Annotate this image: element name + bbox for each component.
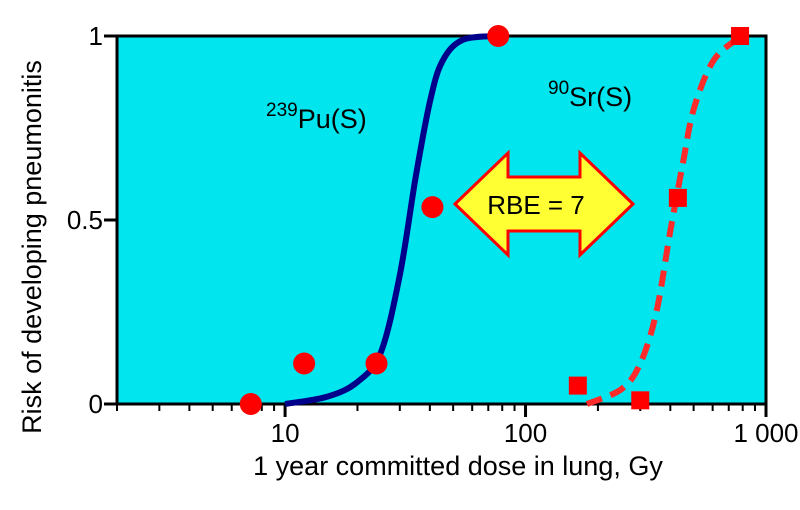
x-axis-label: 1 year committed dose in lung, Gy [253,451,663,481]
y-tick-label: 0.5 [67,205,103,235]
series-label-pu-main: Pu(S) [298,104,367,134]
sr-data-point [631,391,650,410]
axis-ticks: 10 100 1 000 0 0.5 1 [67,21,799,448]
y-axis-label: Risk of developing pneumonitis [17,60,47,434]
rbe-double-arrow-shape [452,149,636,259]
rbe-arrow: RBE = 7 [452,149,636,259]
pu-data-point [293,352,316,375]
series-label-sr: 90Sr(S) [548,78,632,112]
y-tick-label: 0 [89,389,103,419]
pu-fit-curve [284,33,503,407]
plot-area [115,34,768,406]
sr-data-point [568,376,587,395]
x-tick-label: 1 000 [733,418,798,448]
series-label-sr-sup: 90 [548,78,569,99]
data-points [239,25,750,415]
sr-data-point [668,188,687,207]
series-label-pu-sup: 239 [266,100,298,121]
pu-data-point [239,393,262,415]
x-tick-label: 100 [504,418,547,448]
sr-data-point [731,27,750,45]
y-tick-label: 1 [89,21,103,51]
rbe-arrow-label: RBE = 7 [487,190,585,220]
pu-data-point [487,25,510,47]
x-tick-label: 10 [271,418,300,448]
series-label-pu: 239Pu(S) [266,100,367,134]
pu-data-point [421,196,444,219]
series-label-sr-main: Sr(S) [569,82,632,112]
pu-data-point [365,352,388,375]
